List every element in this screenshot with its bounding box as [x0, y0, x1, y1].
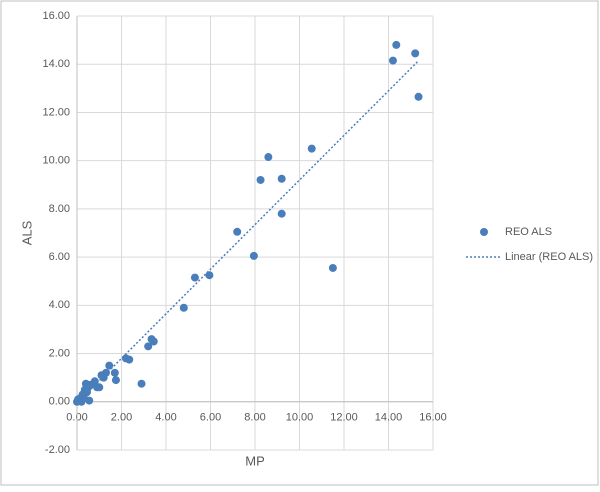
data-point: [179, 303, 188, 312]
data-point: [277, 209, 286, 218]
data-point: [111, 376, 120, 385]
data-point: [90, 377, 99, 386]
y-tick-label: 8.00: [49, 203, 70, 215]
y-tick-label: -2.00: [45, 444, 70, 456]
y-tick-label: 16.00: [42, 10, 70, 22]
data-point: [392, 40, 401, 49]
x-tick-label: 6.00: [200, 412, 221, 424]
data-point: [411, 49, 420, 58]
y-tick-label: 6.00: [49, 251, 70, 263]
x-tick-label: 12.00: [330, 412, 358, 424]
x-tick-label: 4.00: [155, 412, 176, 424]
y-tick-label: 0.00: [49, 396, 70, 408]
y-axis-title: ALS: [19, 220, 34, 245]
y-tick-label: 12.00: [42, 106, 70, 118]
data-point: [190, 273, 199, 282]
data-point: [105, 361, 114, 370]
legend-label: REO ALS: [505, 226, 552, 238]
data-point: [388, 56, 397, 65]
data-point: [264, 153, 273, 162]
data-point: [277, 174, 286, 183]
y-tick-label: 4.00: [49, 299, 70, 311]
data-point: [233, 227, 242, 236]
data-point: [110, 368, 119, 377]
x-tick-label: 8.00: [244, 412, 265, 424]
y-tick-label: 14.00: [42, 58, 70, 70]
legend-marker: [480, 228, 488, 236]
data-point: [137, 379, 146, 388]
data-point: [95, 383, 104, 392]
data-point: [149, 337, 158, 346]
y-tick-label: 2.00: [49, 347, 70, 359]
data-point: [125, 355, 134, 364]
x-tick-label: 14.00: [375, 412, 403, 424]
data-point: [414, 92, 423, 101]
trendline: [76, 61, 418, 404]
x-axis-title: MP: [245, 453, 265, 468]
x-tick-label: 2.00: [111, 412, 132, 424]
data-point: [328, 263, 337, 272]
x-tick-label: 10.00: [286, 412, 314, 424]
data-point: [249, 251, 258, 260]
x-tick-label: 16.00: [419, 412, 447, 424]
data-point: [205, 271, 214, 280]
y-tick-label: 10.00: [42, 155, 70, 167]
legend-label: Linear (REO ALS): [505, 251, 593, 263]
data-point: [101, 368, 110, 377]
data-point: [144, 342, 153, 351]
data-point: [307, 144, 316, 153]
data-point: [256, 175, 265, 184]
data-point: [85, 396, 94, 405]
